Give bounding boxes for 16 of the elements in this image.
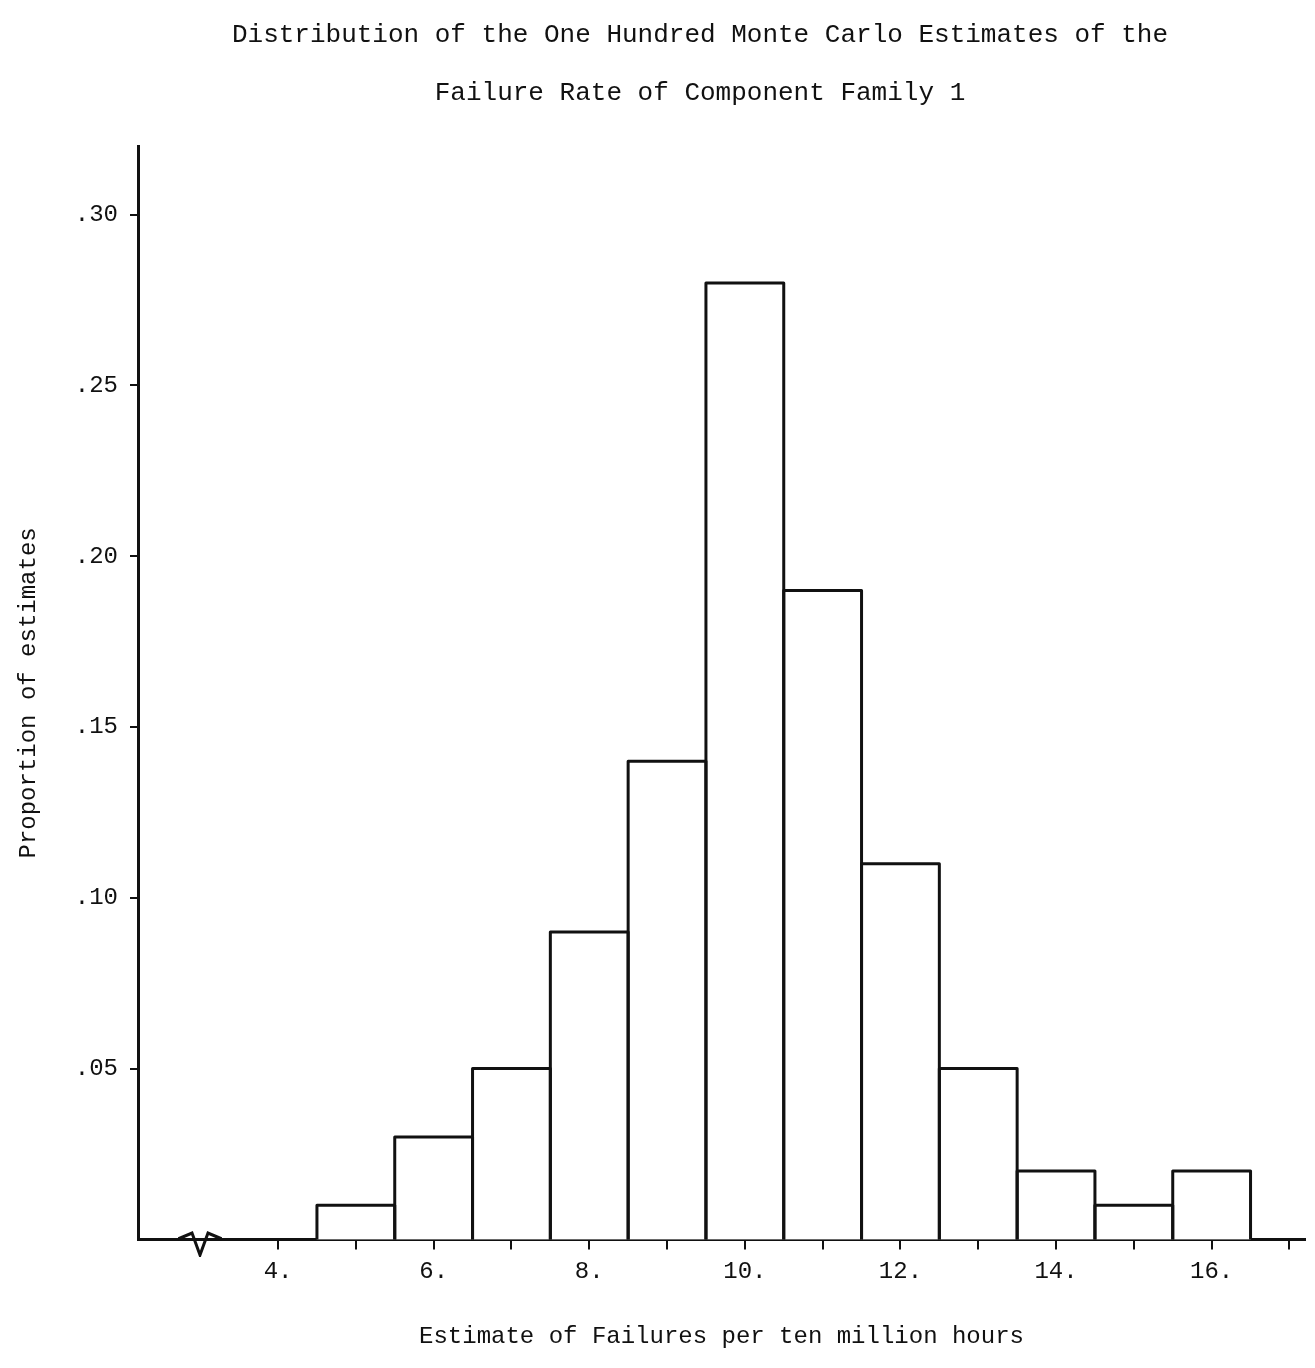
y-tick-label: .30 (74, 201, 119, 229)
x-axis-title: Estimate of Failures per ten million hours (419, 1322, 1024, 1350)
x-tick-label: 8. (574, 1258, 604, 1286)
x-tick-label: 16. (1190, 1258, 1234, 1286)
x-tick-label: 6. (419, 1258, 449, 1286)
y-tick-label: .20 (74, 542, 119, 570)
x-tick-label: 10. (723, 1258, 767, 1286)
x-tick-label: 14. (1034, 1258, 1078, 1286)
y-tick-label: .10 (74, 884, 119, 912)
y-tick-label: .05 (74, 1054, 119, 1082)
chart-title: Distribution of the One Hundred Monte Carlo Estimates of the Failure Rate of Component Family 1 (230, 19, 1170, 110)
x-tick-label: 4. (263, 1258, 293, 1286)
y-axis-title: Proportion of estimates (14, 527, 42, 859)
x-tick-label: 12. (878, 1258, 923, 1286)
y-tick-label: .25 (74, 371, 119, 399)
y-tick-label: .15 (74, 713, 119, 741)
